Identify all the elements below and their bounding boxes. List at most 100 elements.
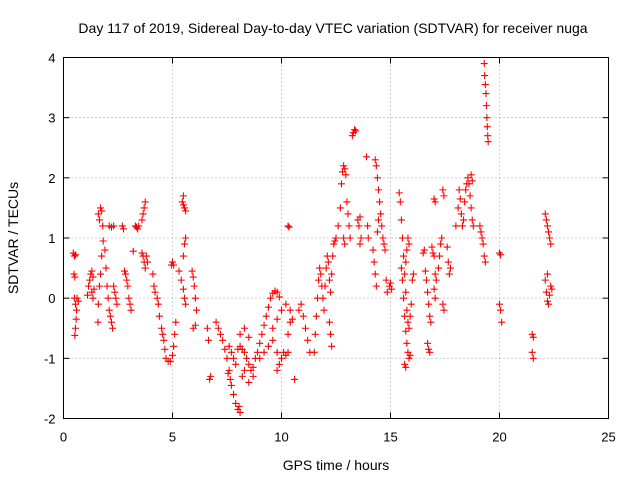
data-point xyxy=(179,252,187,260)
data-point xyxy=(72,315,80,323)
data-point xyxy=(245,333,253,341)
data-point xyxy=(317,270,325,278)
data-point xyxy=(325,318,333,326)
data-point xyxy=(143,258,151,266)
data-point xyxy=(179,201,187,209)
data-point xyxy=(232,360,240,368)
data-point xyxy=(280,348,288,356)
data-point xyxy=(327,288,335,296)
data-point xyxy=(482,102,490,110)
data-point xyxy=(329,252,337,260)
data-point xyxy=(189,273,197,281)
data-point xyxy=(74,297,82,305)
data-point xyxy=(380,240,388,248)
data-point xyxy=(408,276,416,284)
data-point xyxy=(424,339,432,347)
data-point xyxy=(337,180,345,188)
data-point xyxy=(278,306,285,314)
data-point xyxy=(232,399,240,407)
data-point xyxy=(264,342,272,350)
data-point xyxy=(446,264,454,272)
data-point xyxy=(497,251,505,259)
data-point xyxy=(254,348,262,356)
data-point xyxy=(484,138,492,146)
data-point xyxy=(226,375,234,383)
data-point xyxy=(427,318,435,326)
data-point xyxy=(356,213,364,221)
data-point xyxy=(170,342,178,350)
data-point xyxy=(107,318,115,326)
data-point xyxy=(403,306,411,314)
data-point xyxy=(204,336,212,344)
data-point xyxy=(424,288,432,296)
data-point xyxy=(437,240,445,248)
data-point xyxy=(278,354,285,362)
data-point xyxy=(498,318,506,326)
data-point xyxy=(357,234,365,242)
data-point xyxy=(528,330,536,338)
data-point xyxy=(192,306,200,314)
data-point xyxy=(88,288,96,296)
data-point xyxy=(336,204,344,212)
data-point xyxy=(454,204,462,212)
data-point xyxy=(545,300,553,308)
data-point xyxy=(291,375,299,383)
plot-frame xyxy=(63,57,609,419)
data-point xyxy=(439,300,447,308)
data-point xyxy=(142,252,150,260)
data-point xyxy=(430,195,438,203)
data-point xyxy=(484,132,492,140)
data-point xyxy=(182,234,190,242)
data-point xyxy=(496,300,503,308)
data-point xyxy=(457,210,465,218)
data-point xyxy=(110,282,118,290)
data-point xyxy=(400,252,408,260)
data-point xyxy=(364,234,372,242)
data-point xyxy=(428,243,436,251)
data-point xyxy=(464,174,472,182)
data-point xyxy=(348,132,356,140)
data-point xyxy=(483,123,491,131)
data-point xyxy=(106,312,114,320)
data-point xyxy=(103,282,111,290)
data-point xyxy=(180,240,188,248)
data-point xyxy=(405,240,413,248)
data-point xyxy=(381,246,389,254)
data-point xyxy=(260,321,268,329)
data-point xyxy=(235,402,243,410)
data-point xyxy=(373,174,381,182)
data-point xyxy=(161,345,169,353)
data-point xyxy=(169,351,176,359)
data-point xyxy=(315,276,323,284)
data-point xyxy=(479,240,487,248)
data-point xyxy=(371,156,379,164)
data-point xyxy=(245,378,253,386)
x-tick-label: 0 xyxy=(60,430,67,445)
data-point xyxy=(548,285,556,293)
data-point xyxy=(402,288,410,296)
x-tick-label: 15 xyxy=(383,430,397,445)
data-point xyxy=(238,372,246,380)
data-point xyxy=(528,348,536,356)
data-point xyxy=(175,267,183,275)
data-point xyxy=(426,348,434,356)
data-point xyxy=(189,324,197,332)
y-tick-label: 3 xyxy=(48,111,55,126)
data-point xyxy=(188,267,196,275)
data-point xyxy=(404,318,412,326)
data-point xyxy=(179,285,187,293)
y-tick-label: 4 xyxy=(48,51,55,66)
data-point xyxy=(225,366,233,374)
data-point xyxy=(401,312,409,320)
data-point xyxy=(546,291,554,299)
data-point xyxy=(286,306,294,314)
data-point xyxy=(481,81,489,89)
data-point xyxy=(331,237,339,245)
y-tick-label: -1 xyxy=(44,351,56,366)
data-point xyxy=(371,270,379,278)
data-point xyxy=(269,324,277,332)
data-point xyxy=(397,264,405,272)
data-point xyxy=(304,336,312,344)
data-point xyxy=(240,366,248,374)
data-point xyxy=(134,225,142,233)
